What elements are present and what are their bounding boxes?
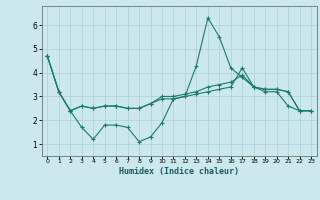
X-axis label: Humidex (Indice chaleur): Humidex (Indice chaleur) xyxy=(119,167,239,176)
